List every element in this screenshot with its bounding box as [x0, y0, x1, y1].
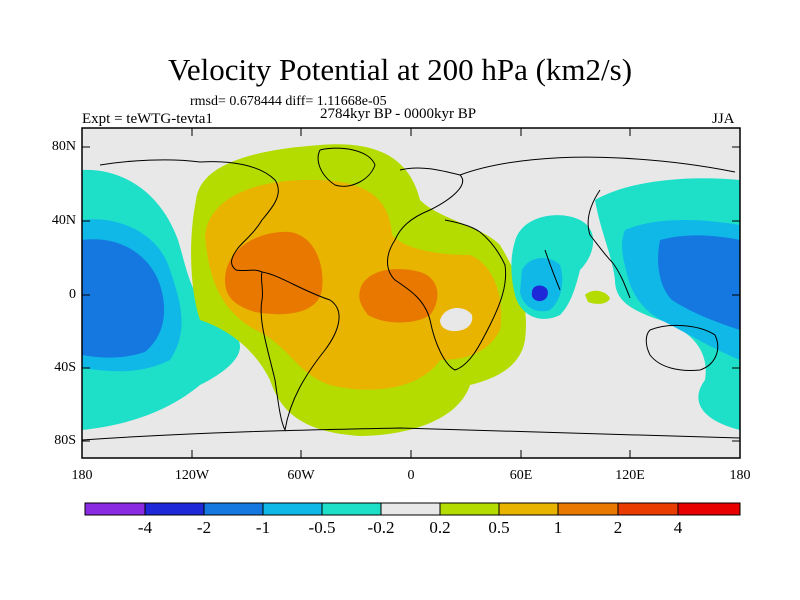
- colorbar-label: -1: [255, 518, 271, 537]
- colorbar-label: -0.2: [367, 518, 395, 537]
- contour-pos-inner-west: [225, 231, 323, 315]
- coast-south-america: [260, 271, 340, 432]
- coast-europe-africa: [387, 167, 507, 371]
- colorbar-label: 2: [613, 518, 623, 537]
- contour-neg-indian-core: [531, 285, 548, 302]
- tick-marks: [81, 128, 741, 458]
- experiment-label: Expt = teWTG-tevta1: [82, 111, 213, 127]
- contour-neg-pacific-east-3: [658, 235, 740, 330]
- coastlines: [82, 147, 740, 441]
- x-tick-label: 0: [407, 468, 415, 483]
- colorbar-swatch-2: [203, 502, 264, 516]
- colorbar: [84, 502, 741, 516]
- colorbar-swatch-0: [84, 502, 146, 516]
- coast-australia: [645, 325, 719, 371]
- contour-pos-hole: [440, 308, 473, 332]
- coast-north-america: [99, 159, 279, 273]
- x-tick-label: 60W: [287, 468, 315, 483]
- stats-text: rmsd= 0.678444 diff= 1.11668e-05: [190, 94, 387, 109]
- coast-asia: [459, 156, 736, 299]
- y-tick-label: 40N: [51, 213, 76, 228]
- colorbar-label: 0.2: [429, 518, 451, 537]
- period-label: 2784kyr BP - 0000kyr BP: [320, 106, 477, 122]
- x-tick-label: 120E: [615, 468, 645, 483]
- colorbar-swatch-7: [498, 502, 559, 516]
- x-tick-label: 60E: [509, 468, 533, 483]
- contour-field: [82, 128, 740, 458]
- colorbar-swatch-6: [439, 502, 500, 516]
- colorbar-label: 0.5: [488, 518, 510, 537]
- colorbar-swatch-5: [380, 502, 441, 516]
- contour-neg-indian-2: [520, 258, 563, 312]
- contour-neg-pacific-west-3: [82, 239, 165, 358]
- coast-antarctica: [82, 427, 740, 441]
- colorbar-label: -4: [137, 518, 153, 537]
- colorbar-label: 4: [673, 518, 683, 537]
- x-tick-label: 120W: [174, 468, 210, 483]
- colorbar-swatch-3: [262, 502, 323, 516]
- figure-title: Velocity Potential at 200 hPa (km2/s): [167, 52, 633, 87]
- colorbar-label: -0.5: [308, 518, 336, 537]
- colorbar-swatch-8: [557, 502, 619, 516]
- y-tick-label: 80S: [54, 433, 76, 448]
- x-tick-label: 180: [71, 468, 93, 483]
- contour-pos-inner-east: [359, 269, 438, 323]
- y-tick-label: 0: [69, 287, 76, 302]
- y-tick-label: 40S: [54, 360, 76, 375]
- colorbar-swatch-10: [677, 502, 741, 516]
- x-tick-label: 180: [729, 468, 751, 483]
- coast-greenland: [317, 147, 376, 187]
- y-tick-label: 80N: [51, 139, 76, 154]
- season-label: JJA: [712, 111, 735, 127]
- colorbar-swatch-1: [144, 502, 205, 516]
- colorbar-label: -2: [196, 518, 212, 537]
- contour-pos-small: [585, 290, 610, 304]
- colorbar-label: 1: [553, 518, 563, 537]
- colorbar-swatch-9: [617, 502, 679, 516]
- colorbar-swatch-4: [321, 502, 382, 516]
